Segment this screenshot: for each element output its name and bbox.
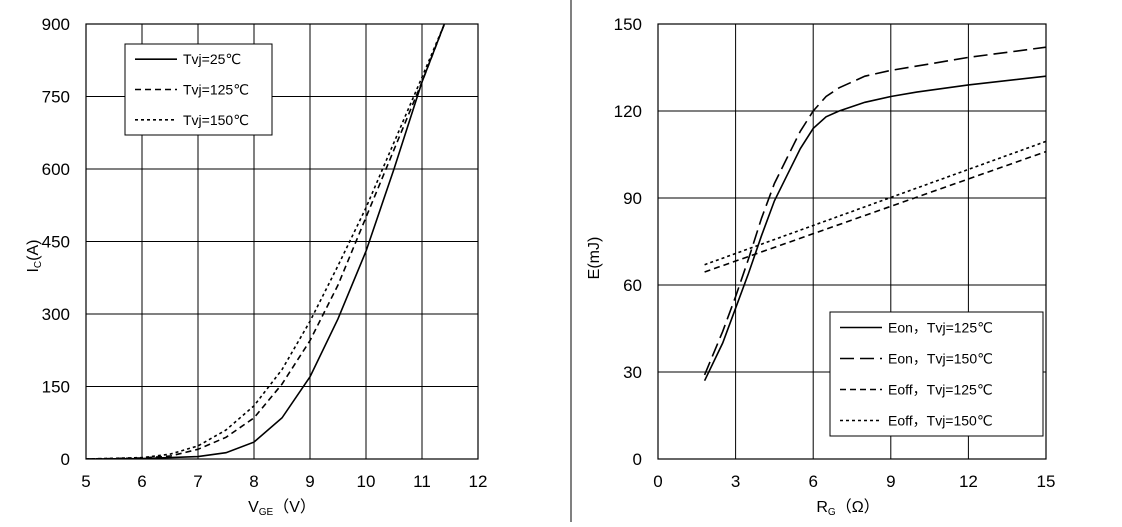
x-axis-label: RG（Ω） <box>816 498 879 518</box>
chart-ic-vs-vge: 5 6 7 8 9 10 11 12 0 150 300 450 600 750 900 VGE（V） IC(A… <box>25 15 487 518</box>
x-tick-label: 0 <box>653 472 662 491</box>
series-line-0 <box>86 24 446 459</box>
x-tick-label: 7 <box>193 472 202 491</box>
series-line-2 <box>86 24 446 459</box>
x-tick-label: 6 <box>808 472 817 491</box>
x-tick-label: 5 <box>81 472 90 491</box>
y-tick-label: 120 <box>614 102 642 121</box>
x-tick-label: 15 <box>1037 472 1056 491</box>
y-tick-label: 90 <box>623 189 642 208</box>
chart-energy-vs-rg: 0 3 6 9 12 150306090120150RG（Ω）E(mJ)Eon，Tvj=1… <box>586 15 1055 518</box>
x-tick-label: 9 <box>886 472 895 491</box>
x-tick-label: 6 <box>137 472 146 491</box>
y-tick-label: 60 <box>623 276 642 295</box>
series-line-3 <box>704 140 1046 266</box>
y-tick-label: 30 <box>623 363 642 382</box>
x-axis-label: VGE（V） <box>248 498 316 518</box>
legend-label: Eon，Tvj=150℃ <box>888 351 993 367</box>
y-tick-label: 300 <box>42 305 70 324</box>
x-tick-label: 11 <box>413 472 431 491</box>
x-tick-label: 9 <box>305 472 314 491</box>
y-tick-label: 900 <box>42 15 70 34</box>
legend-label: Eon，Tvj=125℃ <box>888 320 993 336</box>
x-tick-label: 8 <box>249 472 258 491</box>
y-tick-label: 150 <box>42 378 70 397</box>
legend-label: Tvj=150℃ <box>183 112 249 128</box>
y-tick-label: 0 <box>61 450 70 469</box>
series-line-1 <box>86 24 446 459</box>
series-line-1 <box>703 46 1046 376</box>
legend-box <box>829 311 1044 437</box>
series-line-0 <box>703 75 1046 382</box>
x-tick-label: 10 <box>357 472 376 491</box>
plot-area-frame <box>85 23 479 460</box>
y-tick-label: 600 <box>42 160 70 179</box>
y-tick-label: 150 <box>614 15 642 34</box>
plot-area-frame <box>657 23 1047 460</box>
series-line-2 <box>704 150 1046 273</box>
legend-label: Tvj=25℃ <box>183 51 241 67</box>
legend: Eon，Tvj=125℃ Eon，Tvj=150℃ Eoff，Tvj=125℃ Eof… <box>829 311 1044 437</box>
legend: Tvj=25℃ Tvj=125℃ Tvj=150℃ <box>124 43 273 136</box>
y-tick-label: 750 <box>42 88 70 107</box>
x-tick-label: 12 <box>469 472 488 491</box>
legend-label: Tvj=125℃ <box>183 82 249 98</box>
x-tick-label: 12 <box>959 472 978 491</box>
y-tick-label: 450 <box>42 233 70 252</box>
y-tick-label: 0 <box>633 450 642 469</box>
x-tick-label: 3 <box>731 472 740 491</box>
legend-label: Eoff，Tvj=125℃ <box>888 382 993 398</box>
legend-label: Eoff，Tvj=150℃ <box>888 413 993 429</box>
y-axis-label: IC(A) <box>25 239 44 272</box>
y-axis-label: E(mJ) <box>586 237 603 280</box>
